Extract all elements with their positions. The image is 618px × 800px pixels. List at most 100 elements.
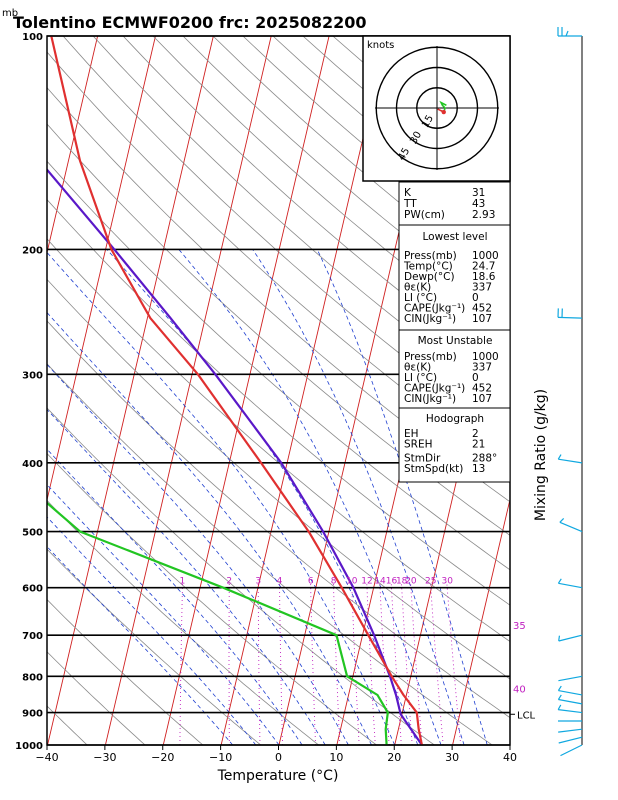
wind-barb [557, 578, 583, 589]
wind-barb-half-flag [558, 635, 561, 642]
wind-barb [557, 454, 583, 464]
wind-barb-staff [558, 728, 583, 733]
x-axis-title: Temperature (°C) [217, 768, 339, 784]
pressure-tick-label: 200 [22, 245, 43, 256]
hodograph-box-row-value: 21 [472, 439, 485, 451]
moist-adiabat-line [47, 363, 349, 745]
mixing-ratio-label: 2 [226, 577, 232, 587]
wind-barb-half-flag [557, 578, 562, 584]
x-tick-label: −30 [93, 751, 116, 764]
wind-barb-half-flag [557, 694, 562, 700]
mixing-ratio-label: 6 [308, 577, 314, 587]
index-row-label: K [404, 187, 412, 199]
wind-barb-half-flag [565, 30, 569, 37]
mixing-ratio-label: 14 [374, 577, 386, 587]
dry-adiabat-line [47, 160, 510, 571]
mixing-ratio-line [179, 582, 183, 745]
wind-barb-staff [558, 689, 583, 696]
wind-barbs [557, 27, 583, 757]
most-unstable-row-value: 1000 [472, 351, 499, 363]
lowest-level-row-value: 24.7 [472, 261, 495, 273]
chart-title: Tolentino ECMWF0200 frc: 2025082200 [13, 13, 367, 32]
dry-adiabat-line [47, 278, 510, 680]
moist-adiabat-line [47, 484, 280, 745]
mixing-ratio-axis-title: Mixing Ratio (g/kg) [533, 389, 549, 521]
sounding-profiles [47, 36, 423, 745]
mixing-ratio-line [310, 582, 316, 745]
wind-barb [558, 736, 583, 744]
mixing-ratio-label: 18 [396, 577, 408, 587]
parcel-path-line [47, 167, 423, 745]
index-row-label: PW(cm) [404, 209, 445, 221]
wind-barb [558, 675, 583, 682]
moist-adiabat-line [47, 311, 372, 745]
dry-adiabat-line [62, 36, 510, 438]
indices-panel: K 31 TT 43 PW(cm) 2.93 Lowest level Press(mb) 10… [398, 181, 511, 483]
mixing-ratio-label: 10 [346, 577, 358, 587]
hodograph-ring-label: 30 [408, 130, 424, 147]
lowest-level-row-value: 0 [472, 292, 479, 304]
isotherm-line [162, 36, 330, 745]
mixing-ratio-line [332, 582, 341, 745]
hodograph-unit-label: knots [367, 40, 394, 51]
indices-frame [398, 181, 511, 483]
wind-barb [560, 744, 583, 757]
mixing-ratio-line [429, 582, 444, 745]
moist-adiabat-line [47, 448, 303, 745]
pressure-tick-label: 500 [22, 528, 43, 539]
moist-adiabat-line [106, 249, 419, 745]
wind-barb-staff [558, 675, 583, 682]
mixing-ratio-line [351, 582, 360, 745]
dry-adiabat-line [47, 86, 510, 503]
mixing-ratio-line [446, 582, 462, 745]
wind-barb-staff [558, 582, 583, 589]
dry-adiabat-line [47, 320, 510, 719]
dry-adiabat-line [47, 363, 493, 745]
x-tick-label: −20 [151, 751, 174, 764]
mixing-ratio-line [390, 582, 402, 745]
wind-barb [557, 308, 583, 319]
wind-barb-staff [558, 458, 583, 464]
dry-adiabat-line [92, 36, 510, 407]
dewpoint-profile-line [47, 501, 389, 745]
wind-barb-half-flag [557, 685, 562, 691]
dry-adiabat-line [47, 548, 262, 745]
lowest-level-row-label: Temp(°C) [403, 261, 453, 273]
wind-barb-staff [559, 521, 583, 533]
most-unstable-row-label: θε(K) [404, 362, 431, 374]
isotherm-line [510, 36, 618, 745]
wind-barb-half-flag [557, 454, 562, 460]
lowest-level-row-label: CAPE(Jkg⁻¹) [404, 303, 465, 315]
wind-barb [557, 685, 583, 696]
lowest-level-row-value: 337 [472, 282, 492, 294]
pressure-tick-label: 300 [22, 370, 43, 381]
dry-adiabat-line [47, 499, 319, 745]
lowest-level-row-label: Dewp(°C) [404, 271, 455, 283]
x-tick-label: 20 [387, 751, 401, 764]
lowest-level-row-value: 107 [472, 313, 492, 325]
most-unstable-row-value: 107 [472, 393, 492, 405]
mixing-ratio-label: 16 [386, 577, 398, 587]
most-unstable-row-label: Press(mb) [404, 351, 457, 363]
wind-barb [559, 518, 583, 533]
dry-adiabat-line [47, 598, 204, 745]
x-tick-label: 40 [503, 751, 517, 764]
mixing-ratio-line [410, 582, 423, 745]
pressure-tick-label: 800 [22, 672, 43, 683]
temperature-profile-line [50, 36, 423, 745]
wind-barb-half-flag [557, 704, 562, 710]
dry-adiabat-line [47, 407, 435, 745]
wind-barb [558, 728, 583, 733]
x-tick-label: 0 [275, 751, 282, 764]
mixing-ratio-label: 30 [441, 577, 453, 587]
wind-barb-staff [558, 698, 583, 705]
most-unstable-row-value: 0 [472, 372, 479, 384]
mixing-ratio-label: 25 [425, 577, 436, 587]
isotherm-line [452, 497, 510, 745]
unit-label: mb [2, 8, 18, 19]
wind-barb-staff [558, 634, 583, 642]
most-unstable-row-label: CAPE(Jkg⁻¹) [404, 383, 465, 395]
